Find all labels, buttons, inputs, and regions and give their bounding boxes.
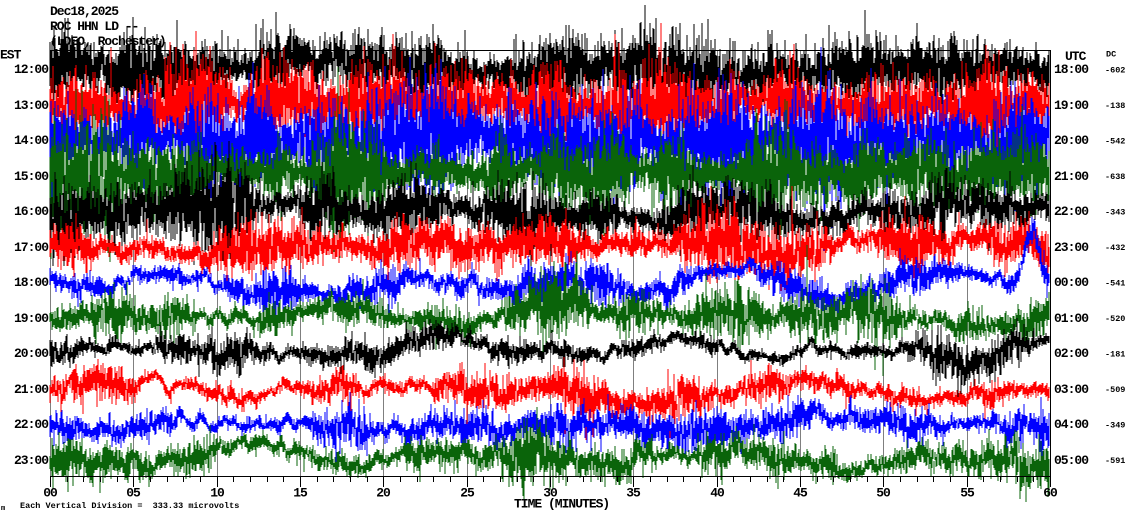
svg-text:01:00: 01:00 — [1054, 311, 1089, 326]
svg-text:20:00: 20:00 — [1054, 133, 1089, 148]
svg-text:18:00: 18:00 — [14, 275, 49, 290]
svg-text:-432: -432 — [1105, 243, 1125, 253]
svg-text:20: 20 — [376, 486, 391, 501]
svg-text:-509: -509 — [1105, 385, 1125, 395]
svg-text:19:00: 19:00 — [14, 311, 49, 326]
svg-text:TIME (MINUTES): TIME (MINUTES) — [514, 497, 609, 512]
svg-text:-542: -542 — [1105, 136, 1125, 146]
svg-text:15: 15 — [293, 486, 308, 501]
svg-text:20:00: 20:00 — [14, 346, 49, 361]
svg-text:ROC HHN LD --: ROC HHN LD -- — [50, 19, 138, 34]
svg-text:UTC: UTC — [1065, 49, 1087, 64]
svg-text:12:00: 12:00 — [14, 62, 49, 77]
svg-text:05:00: 05:00 — [1054, 453, 1089, 468]
svg-text:-591: -591 — [1105, 456, 1125, 466]
svg-text:21:00: 21:00 — [1054, 169, 1089, 184]
svg-text:15:00: 15:00 — [14, 169, 49, 184]
svg-text:22:00: 22:00 — [14, 417, 49, 432]
svg-text:23:00: 23:00 — [14, 453, 49, 468]
svg-text:Dec18,2025: Dec18,2025 — [50, 4, 119, 19]
svg-text:00: 00 — [43, 486, 58, 501]
svg-text:21:00: 21:00 — [14, 382, 49, 397]
svg-text:16:00: 16:00 — [14, 204, 49, 219]
svg-text:19:00: 19:00 — [1054, 98, 1089, 113]
svg-text:-520: -520 — [1105, 314, 1125, 324]
svg-text:03:00: 03:00 — [1054, 382, 1089, 397]
svg-text:18:00: 18:00 — [1054, 62, 1089, 77]
svg-text:(LDEO, Rochester): (LDEO, Rochester) — [50, 34, 166, 49]
svg-text:-602: -602 — [1105, 65, 1125, 75]
svg-text:-181: -181 — [1105, 349, 1125, 359]
svg-text:13:00: 13:00 — [14, 98, 49, 113]
svg-text:DC: DC — [1106, 50, 1116, 60]
svg-text:Each Vertical Division = 333.: Each Vertical Division = 333.33 microvol… — [20, 501, 239, 511]
svg-text:02:00: 02:00 — [1054, 346, 1089, 361]
svg-text:-349: -349 — [1105, 420, 1125, 430]
svg-text:05: 05 — [126, 486, 141, 501]
svg-text:EST: EST — [0, 48, 22, 63]
svg-text:04:00: 04:00 — [1054, 417, 1089, 432]
svg-text:-138: -138 — [1105, 101, 1125, 111]
svg-text:23:00: 23:00 — [1054, 240, 1089, 255]
svg-text:45: 45 — [793, 486, 808, 501]
svg-text:30: 30 — [543, 486, 558, 501]
svg-text:17:00: 17:00 — [14, 240, 49, 255]
svg-text:10: 10 — [210, 486, 225, 501]
svg-text:-343: -343 — [1105, 207, 1125, 217]
svg-text:60: 60 — [1043, 486, 1058, 501]
svg-text:m: m — [1, 505, 5, 513]
svg-text:-541: -541 — [1105, 278, 1125, 288]
svg-text:14:00: 14:00 — [14, 133, 49, 148]
svg-text:35: 35 — [626, 486, 641, 501]
svg-text:-638: -638 — [1105, 172, 1125, 182]
svg-text:22:00: 22:00 — [1054, 204, 1089, 219]
svg-text:00:00: 00:00 — [1054, 275, 1089, 290]
svg-text:25: 25 — [460, 486, 475, 501]
svg-text:40: 40 — [710, 486, 725, 501]
svg-text:55: 55 — [960, 486, 975, 501]
svg-text:50: 50 — [876, 486, 891, 501]
